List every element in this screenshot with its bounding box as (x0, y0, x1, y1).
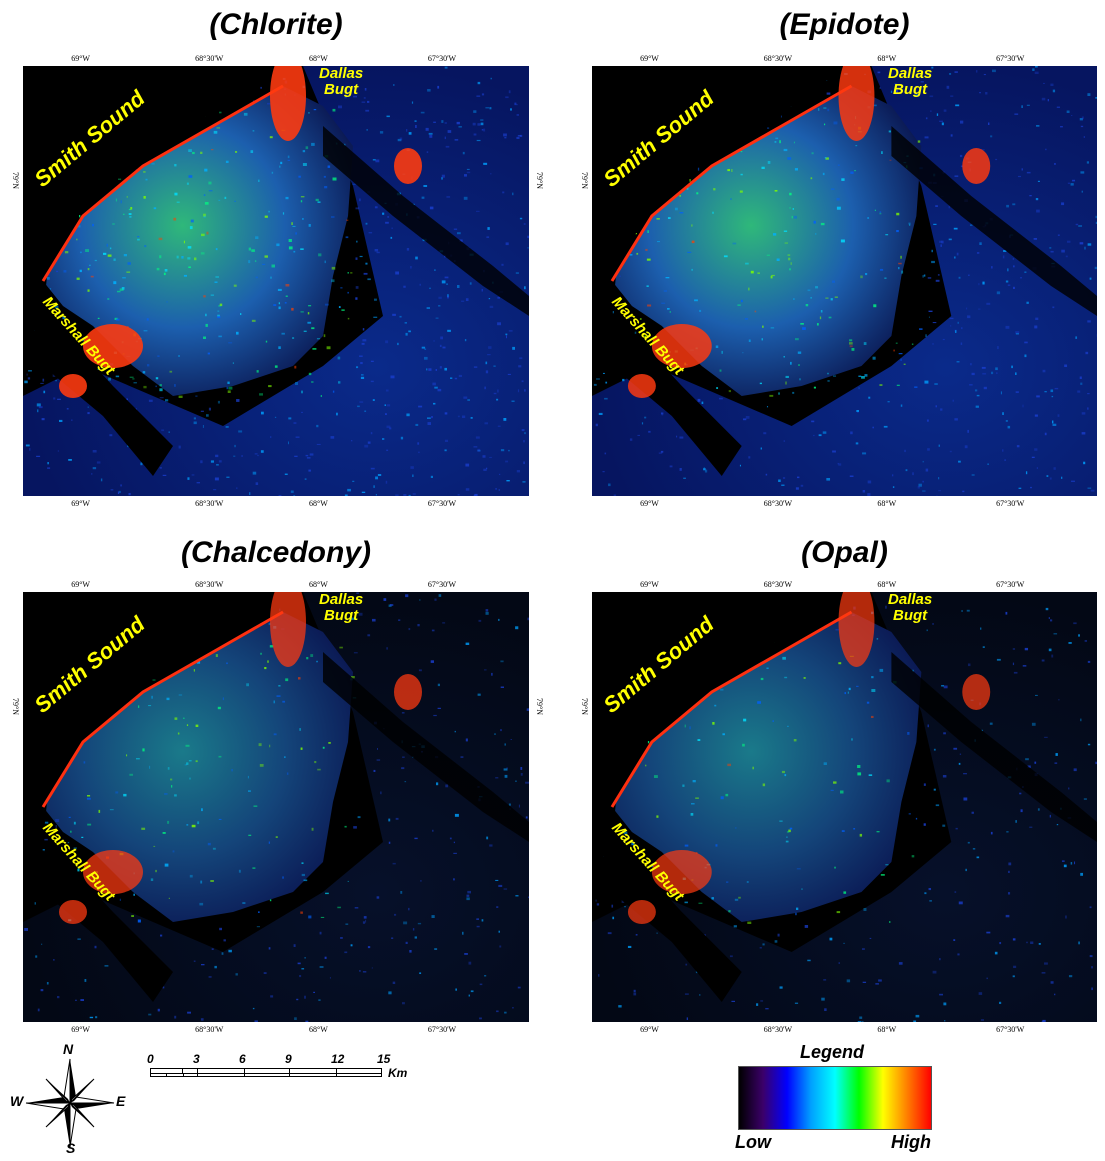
place-label-dallas-bugt: Dallas Bugt (319, 592, 363, 624)
compass-west-label: W (10, 1093, 23, 1109)
longitude-tick-label: 69°W (640, 1025, 659, 1034)
longitude-tick-label: 67°30'W (428, 499, 456, 508)
scale-tick-label: 3 (193, 1052, 200, 1066)
scale-tick-label: 9 (285, 1052, 292, 1066)
latitude-tick-label: 79°N (535, 698, 544, 715)
scale-bar: 0 3 6 9 12 15 Km (150, 1052, 420, 1082)
longitude-tick-label: 67°30'W (428, 54, 456, 63)
panel-title: (Epidote) (592, 8, 1097, 42)
latitude-tick-label: 79°N (11, 172, 20, 189)
longitude-tick-label: 67°30'W (428, 580, 456, 589)
scale-tick-label: 12 (331, 1052, 344, 1066)
compass-north-label: N (63, 1041, 73, 1057)
compass-south-label: S (66, 1140, 75, 1156)
scale-tick-label: 0 (147, 1052, 154, 1066)
longitude-tick-label: 68°30'W (195, 499, 223, 508)
compass-east-label: E (116, 1093, 125, 1109)
longitude-tick-label: 67°30'W (996, 580, 1024, 589)
longitude-tick-label: 68°30'W (195, 580, 223, 589)
panel-title: (Chlorite) (23, 8, 529, 42)
scale-tick-label: 15 (377, 1052, 390, 1066)
place-label-dallas-bugt: Dallas Bugt (319, 66, 363, 98)
longitude-tick-label: 68°30'W (764, 54, 792, 63)
longitude-tick-label: 69°W (71, 1025, 90, 1034)
longitude-tick-label: 69°W (71, 499, 90, 508)
longitude-tick-label: 68°W (877, 1025, 896, 1034)
panel-title: (Chalcedony) (23, 536, 529, 570)
latitude-tick-label: 79°N (535, 172, 544, 189)
longitude-tick-label: 67°30'W (428, 1025, 456, 1034)
legend: Legend Low High (735, 1042, 935, 1156)
longitude-tick-label: 68°30'W (195, 1025, 223, 1034)
scale-tick-label: 6 (239, 1052, 246, 1066)
panel-title: (Opal) (592, 536, 1097, 570)
longitude-tick-label: 69°W (71, 54, 90, 63)
longitude-tick-label: 68°30'W (764, 1025, 792, 1034)
scale-unit-label: Km (388, 1066, 407, 1080)
longitude-tick-label: 68°30'W (764, 580, 792, 589)
longitude-tick-label: 68°W (877, 54, 896, 63)
longitude-tick-label: 68°30'W (764, 499, 792, 508)
scale-bar-graphic (150, 1068, 382, 1077)
longitude-tick-label: 68°W (309, 499, 328, 508)
longitude-tick-label: 68°W (309, 580, 328, 589)
longitude-tick-label: 67°30'W (996, 1025, 1024, 1034)
legend-color-ramp (738, 1066, 932, 1130)
longitude-tick-label: 68°30'W (195, 54, 223, 63)
latitude-tick-label: 79°N (11, 698, 20, 715)
longitude-tick-label: 68°W (309, 54, 328, 63)
latitude-tick-label: 79°N (580, 698, 589, 715)
longitude-tick-label: 67°30'W (996, 499, 1024, 508)
longitude-tick-label: 69°W (640, 54, 659, 63)
north-arrow-compass: N S E W (10, 1045, 130, 1156)
longitude-tick-label: 69°W (640, 499, 659, 508)
longitude-tick-label: 67°30'W (996, 54, 1024, 63)
longitude-tick-label: 68°W (877, 580, 896, 589)
legend-high-label: High (891, 1132, 931, 1153)
legend-title: Legend (800, 1042, 864, 1063)
latitude-tick-label: 79°N (580, 172, 589, 189)
longitude-tick-label: 69°W (640, 580, 659, 589)
legend-low-label: Low (735, 1132, 771, 1153)
longitude-tick-label: 68°W (309, 1025, 328, 1034)
longitude-tick-label: 68°W (877, 499, 896, 508)
place-label-dallas-bugt: Dallas Bugt (888, 66, 932, 98)
longitude-tick-label: 69°W (71, 580, 90, 589)
place-label-dallas-bugt: Dallas Bugt (888, 592, 932, 624)
